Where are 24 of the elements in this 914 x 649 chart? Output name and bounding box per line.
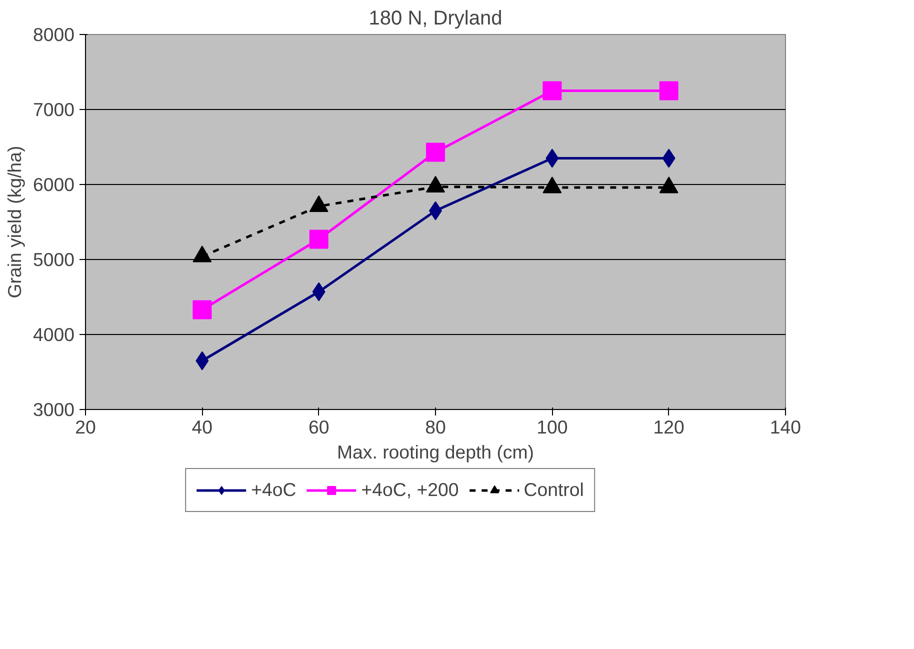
x-tick-label: 80 — [425, 416, 446, 438]
legend-label: +4oC — [251, 479, 296, 501]
x-tick-label: 120 — [653, 416, 684, 438]
y-tick-label: 6000 — [32, 174, 75, 195]
point — [309, 230, 328, 249]
point — [192, 300, 212, 320]
x-axis-title: Max. rooting depth (cm) — [337, 442, 534, 462]
x-tick-label: 140 — [770, 416, 802, 438]
x-tick-label: 20 — [75, 416, 96, 438]
y-tick-label: 7000 — [32, 99, 75, 120]
point — [659, 81, 678, 100]
x-tick-label: 100 — [536, 416, 568, 438]
point — [542, 81, 562, 100]
y-tick-label: 3000 — [32, 399, 75, 420]
point — [426, 142, 445, 162]
y-axis-title: Grain yield (kg/ha) — [4, 146, 25, 298]
x-tick-label: 60 — [308, 416, 330, 438]
legend-label: +4oC, +200 — [361, 479, 459, 501]
chart-title: 180 N, Dryland — [368, 8, 502, 30]
x-tick-label: 40 — [192, 416, 213, 438]
y-tick-label: 5000 — [32, 249, 75, 270]
y-tick-label: 4000 — [32, 324, 75, 345]
y-tick-label: 8000 — [32, 24, 75, 45]
legend-label: Control — [524, 479, 584, 501]
